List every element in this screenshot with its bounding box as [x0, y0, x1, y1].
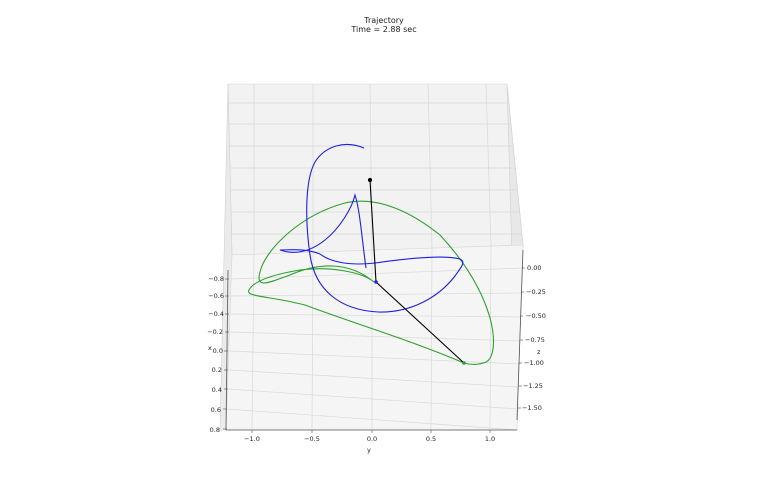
x-axis-ticks: −0.8 −0.6 −0.4 −0.2 0.0 0.2 0.4 0.6 0.8 — [207, 275, 229, 434]
z-tick-label: −1.00 — [524, 359, 544, 367]
z-tick-label: −0.50 — [526, 312, 546, 320]
z-tick-label: −0.25 — [526, 288, 546, 296]
z-tick-label: −0.75 — [525, 336, 545, 344]
back-pane — [227, 83, 524, 256]
floor-pane — [225, 244, 524, 431]
chart-subtitle: Time = 2.88 sec — [351, 25, 417, 34]
x-axis-label: x — [208, 344, 212, 352]
z-tick-label: −1.50 — [522, 404, 542, 412]
axis-lines — [225, 249, 524, 431]
z-tick-label: −1.25 — [523, 382, 543, 390]
y-axis-ticks: −1.0 −0.5 0.0 0.5 1.0 — [244, 430, 495, 443]
x-tick-label: −0.6 — [208, 292, 224, 300]
y-tick-label: 0.0 — [367, 435, 377, 443]
z-axis-ticks: 0.00 −0.25 −0.50 −0.75 −1.00 −1.25 −1.50 — [518, 264, 546, 412]
x-tick-label: 0.4 — [212, 386, 222, 394]
y-tick-label: 0.5 — [426, 435, 436, 443]
x-tick-label: 0.8 — [210, 426, 220, 434]
y-axis-label: y — [367, 446, 371, 454]
pivot-point — [367, 177, 373, 183]
y-tick-label: −0.5 — [304, 435, 320, 443]
joint-point — [374, 280, 378, 284]
x-tick-label: 0.6 — [211, 406, 221, 414]
x-tick-label: 0.0 — [213, 347, 223, 355]
x-tick-label: −0.8 — [208, 275, 224, 283]
y-tick-label: −1.0 — [244, 435, 260, 443]
y-tick-label: 1.0 — [485, 435, 495, 443]
z-axis-label: z — [537, 348, 541, 356]
chart-title: Trajectory — [364, 16, 404, 25]
end-point — [462, 361, 466, 365]
x-tick-label: −0.2 — [207, 328, 223, 336]
pendulum-links — [367, 177, 466, 365]
x-tick-label: 0.2 — [212, 366, 222, 374]
x-tick-label: −0.4 — [208, 310, 224, 318]
trajectory-green — [248, 200, 495, 365]
grid-lines — [226, 83, 523, 431]
z-tick-label: 0.00 — [527, 264, 541, 272]
trajectory-blue — [279, 144, 464, 313]
